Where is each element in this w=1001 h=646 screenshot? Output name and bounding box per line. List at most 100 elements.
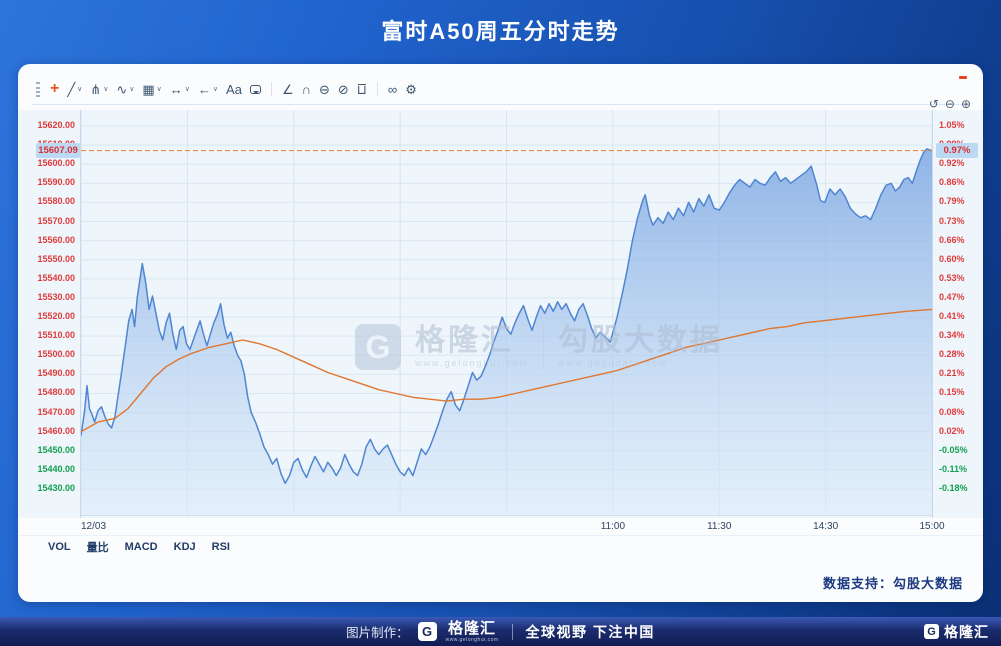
price-chart[interactable] [81, 110, 932, 518]
current-price-badge: 15607.09 [36, 142, 80, 158]
current-percent-badge: 0.97% [936, 142, 978, 158]
delete-tool[interactable]: ⊔ [357, 83, 367, 96]
footer-brand-url: www.gelonghui.com [445, 636, 499, 643]
chart-card: + ╱ ∨ ⋔ ∨ ∿ ∨ ▦ ∨ ↔ ∨ ← ∨ Aa ∠ ∩ ⊖ ⊘ ⊔ ∞ ⚙ ↺ ⊖ ⊕ G 格隆汇 www.gel… [18, 64, 983, 602]
time-tick: 12/03 [81, 521, 107, 532]
sync-tool-icon: ∞ [387, 81, 398, 97]
percent-tick: 0.02% [939, 425, 965, 436]
chart-area[interactable]: G 格隆汇 www.gelonghui.com 勾股大数据 www.goguda… [18, 110, 983, 518]
price-tick: 15510.00 [37, 330, 75, 341]
toolbar-drag-handle[interactable] [36, 81, 40, 97]
price-tick: 15520.00 [37, 311, 75, 322]
chevron-down-icon: ∨ [103, 85, 109, 93]
indicator-tab-vol[interactable]: VOL [48, 540, 71, 553]
zoom-out-icon[interactable]: ⊖ [944, 97, 955, 111]
percent-tick: 0.08% [939, 406, 965, 417]
sync-tool[interactable]: ∞ [388, 83, 397, 96]
pattern-tool-icon: ▦ [142, 81, 155, 97]
lock-drawings-tool-icon: ⊘ [337, 81, 349, 97]
percent-tick: 0.53% [939, 272, 965, 283]
toolbar-divider [376, 82, 378, 96]
percent-tick: 0.21% [939, 368, 965, 379]
percent-tick: 0.34% [939, 330, 965, 341]
percent-tick: 0.92% [939, 158, 965, 169]
comment-tool[interactable] [249, 84, 261, 94]
price-axis: 15620.0015610.0015600.0015590.0015580.00… [18, 110, 81, 518]
percent-tick: 0.66% [939, 234, 965, 245]
price-tick: 15540.00 [37, 272, 75, 283]
price-tick: 15570.00 [37, 215, 75, 226]
measure-tool[interactable]: ↔ ∨ [170, 83, 190, 96]
trendline-tool-icon: ╱ [67, 81, 76, 97]
indicator-tabs: VOL 量比 MACD KDJ RSI [18, 535, 983, 557]
delete-tool-icon: ⊔ [356, 81, 367, 97]
zoom-in-icon[interactable]: ⊕ [960, 97, 971, 111]
price-tick: 15480.00 [37, 387, 75, 398]
settings-tool-icon: ⚙ [405, 81, 417, 97]
chevron-down-icon: ∨ [156, 85, 162, 93]
price-tick: 15590.00 [37, 177, 75, 188]
trendline-tool[interactable]: ╱ ∨ [67, 83, 82, 96]
price-tick: 15450.00 [37, 444, 75, 455]
hide-drawings-tool-icon: ⊖ [318, 81, 330, 97]
hide-drawings-tool[interactable]: ⊖ [319, 83, 330, 96]
chevron-down-icon: ∨ [77, 85, 83, 93]
wave-tool-icon: ∿ [116, 81, 128, 97]
price-tick: 15430.00 [37, 483, 75, 493]
angle-tool[interactable]: ∠ [282, 83, 294, 96]
pattern-tool[interactable]: ▦ ∨ [142, 83, 161, 96]
move-tool[interactable]: + [50, 81, 59, 97]
price-tick: 15550.00 [37, 253, 75, 264]
data-support-note: 数据支持：勾股大数据 [822, 576, 963, 591]
drawing-toolbar: + ╱ ∨ ⋔ ∨ ∿ ∨ ▦ ∨ ↔ ∨ ← ∨ Aa ∠ ∩ ⊖ ⊘ ⊔ ∞ ⚙ [32, 78, 969, 105]
comment-icon [249, 84, 261, 94]
text-tool[interactable]: Aa [226, 83, 242, 96]
price-tick: 15580.00 [37, 196, 75, 207]
indicator-tab-rsi[interactable]: RSI [211, 540, 230, 553]
page-title: 富时A50周五分时走势 [381, 19, 620, 44]
percent-tick: 1.05% [939, 120, 965, 130]
price-tick: 15620.00 [37, 120, 75, 130]
price-tick: 15500.00 [37, 349, 75, 360]
settings-tool[interactable]: ⚙ [405, 83, 417, 96]
undo-icon[interactable]: ↺ [928, 97, 939, 111]
gelonghui-logo-icon: G [417, 622, 437, 641]
price-tick: 15600.00 [37, 158, 75, 169]
gelonghui-logo-icon: G [924, 624, 939, 639]
footer-brand: 格隆汇 [448, 619, 497, 637]
pitchfork-tool[interactable]: ⋔ ∨ [90, 83, 108, 96]
percent-tick: 0.47% [939, 291, 965, 302]
toolbar-divider [270, 82, 272, 96]
magnet-tool-icon: ∩ [301, 81, 311, 97]
percent-axis: 1.05%0.99%0.92%0.86%0.79%0.73%0.66%0.60%… [932, 110, 983, 518]
percent-tick: 0.15% [939, 387, 965, 398]
indicator-tab-kdj[interactable]: KDJ [173, 540, 196, 553]
percent-tick: 0.41% [939, 311, 965, 322]
footer-bar: 图片制作： G 格隆汇 www.gelonghui.com 全球视野 下注中国 … [0, 617, 1001, 646]
lock-drawings-tool[interactable]: ⊘ [338, 83, 349, 96]
arrow-tool[interactable]: ← ∨ [198, 83, 218, 96]
chevron-down-icon: ∨ [129, 85, 135, 93]
time-tick: 11:30 [707, 521, 732, 532]
percent-tick: 0.28% [939, 349, 965, 360]
wave-tool[interactable]: ∿ ∨ [116, 83, 134, 96]
indicator-tab-macd[interactable]: MACD [124, 540, 158, 553]
percent-tick: 0.73% [939, 215, 965, 226]
indicator-tab-量比[interactable]: 量比 [86, 541, 109, 554]
price-tick: 15490.00 [37, 368, 75, 379]
text-tool-icon: Aa [226, 81, 242, 97]
footer-right-brand: 格隆汇 [944, 623, 989, 640]
measure-tool-icon: ↔ [169, 81, 183, 97]
time-tick: 15:00 [919, 521, 945, 532]
alert-marker [959, 76, 967, 79]
chevron-down-icon: ∨ [212, 85, 219, 93]
percent-tick: -0.11% [939, 463, 968, 474]
chart-zoom-controls: ↺ ⊖ ⊕ [929, 97, 971, 111]
angle-tool-icon: ∠ [281, 81, 294, 97]
footer-slogan: 全球视野 下注中国 [525, 623, 655, 640]
price-tick: 15460.00 [37, 425, 75, 436]
price-tick: 15530.00 [37, 291, 75, 302]
price-tick: 15560.00 [37, 234, 75, 245]
magnet-tool[interactable]: ∩ [302, 83, 311, 96]
